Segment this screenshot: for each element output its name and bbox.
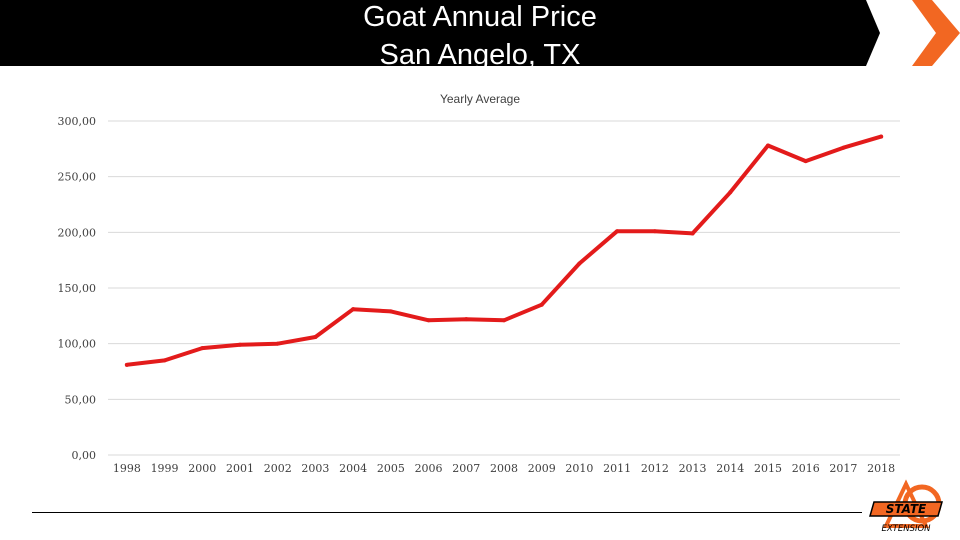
y-tick-label: 300,00	[58, 115, 97, 128]
x-tick-label: 2016	[792, 462, 820, 475]
data-point	[351, 307, 356, 312]
slide-title-line-1: Goat Annual Price	[363, 1, 597, 33]
data-point	[652, 229, 657, 234]
x-tick-label: 2013	[679, 462, 707, 475]
x-tick-label: 2005	[377, 462, 405, 475]
x-tick-label: 2007	[452, 462, 480, 475]
logo-extension-text: EXTENSION	[881, 524, 931, 534]
data-point	[728, 190, 733, 195]
data-point	[577, 261, 582, 266]
series-line	[124, 134, 884, 367]
data-point	[238, 342, 242, 347]
x-tick-label: 2008	[490, 462, 518, 475]
slide-title-line-2: San Angelo, TX	[379, 39, 581, 66]
data-point	[502, 318, 506, 323]
y-tick-label: 100,00	[58, 338, 97, 351]
data-point	[162, 358, 167, 363]
y-tick-label: 200,00	[58, 226, 97, 239]
y-tick-label: 0,00	[72, 449, 97, 462]
data-point	[539, 302, 544, 307]
title-banner: Goat Annual Price San Angelo, TX	[0, 0, 880, 66]
data-point	[615, 229, 620, 234]
data-point	[690, 231, 695, 236]
x-tick-label: 1998	[113, 462, 141, 475]
x-tick-label: 2015	[754, 462, 782, 475]
data-point	[464, 317, 469, 322]
y-tick-label: 50,00	[65, 393, 97, 406]
x-tick-label: 2003	[301, 462, 329, 475]
x-tick-label: 2009	[528, 462, 556, 475]
x-tick-label: 2002	[264, 462, 292, 475]
x-tick-label: 2017	[829, 462, 857, 475]
x-tick-label: 2012	[641, 462, 669, 475]
data-point	[200, 346, 205, 351]
x-tick-label: 2004	[339, 462, 367, 475]
y-tick-label: 150,00	[58, 282, 97, 295]
x-tick-label: 2018	[867, 462, 895, 475]
chart-title: Yearly Average	[439, 92, 521, 106]
y-tick-label: 250,00	[58, 171, 97, 184]
data-point	[766, 143, 770, 148]
data-point	[275, 341, 280, 346]
x-tick-label: 2014	[716, 462, 744, 475]
logo-state-text: STATE	[886, 502, 927, 516]
x-tick-label: 2011	[603, 462, 631, 475]
data-point	[388, 309, 393, 314]
bottom-divider	[32, 512, 862, 513]
data-point	[313, 334, 318, 339]
x-tick-label: 2006	[415, 462, 443, 475]
x-tick-label: 1999	[151, 462, 179, 475]
oklahoma-state-extension-logo: STATE EXTENSION	[869, 479, 943, 534]
data-point	[426, 318, 431, 323]
data-point	[124, 362, 129, 367]
data-point	[841, 145, 846, 150]
data-point	[879, 134, 884, 139]
x-tick-label: 2000	[188, 462, 216, 475]
x-tick-label: 2010	[565, 462, 593, 475]
x-tick-label: 2001	[226, 462, 254, 475]
data-point	[803, 159, 808, 164]
